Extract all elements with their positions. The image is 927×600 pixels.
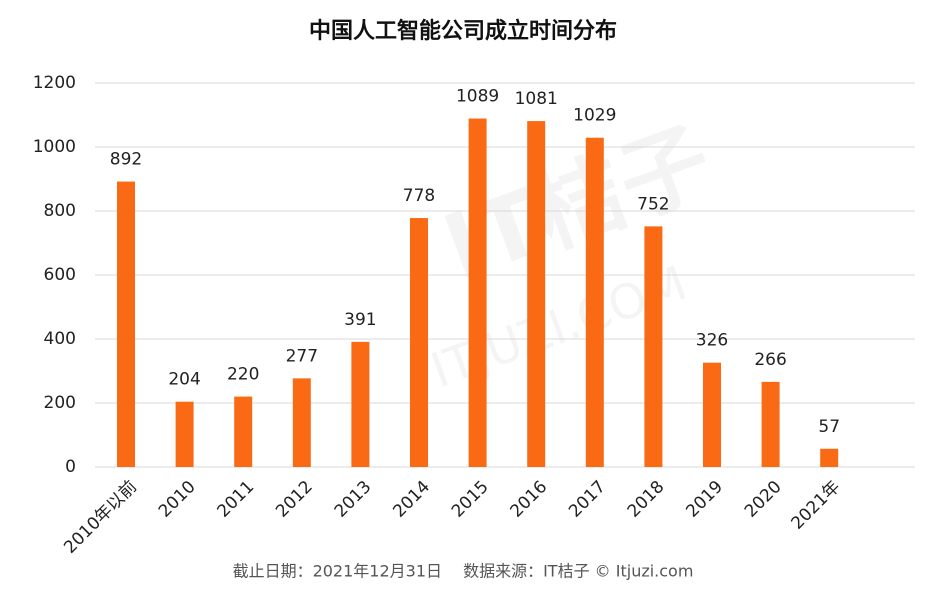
chart-title: 中国人工智能公司成立时间分布: [309, 18, 617, 44]
value-label: 1081: [515, 89, 558, 109]
x-tick-label: 2013: [331, 477, 376, 522]
x-tick-label: 2020: [741, 477, 786, 522]
x-tick-label: 2014: [389, 477, 434, 522]
x-tick-label: 2021年: [788, 477, 845, 534]
bar: [410, 218, 428, 467]
bar: [820, 448, 839, 467]
y-tick-label: 1000: [33, 137, 76, 157]
y-tick-label: 1200: [33, 73, 76, 93]
bar: [117, 181, 135, 467]
y-tick-label: 600: [44, 265, 76, 285]
y-tick-label: 800: [44, 201, 76, 221]
bar: [351, 341, 370, 467]
x-tick-label: 2015: [448, 477, 493, 522]
footnote: 截止日期：2021年12月31日 数据来源：IT桔子 © Itjuzi.com: [233, 562, 694, 581]
x-tick-label: 2016: [507, 477, 552, 522]
bar: [292, 378, 311, 467]
y-tick-label: 0: [65, 457, 76, 477]
value-label: 277: [286, 346, 318, 366]
value-label: 204: [168, 370, 200, 390]
value-label: 220: [227, 365, 259, 385]
x-tick-label: 2011: [214, 477, 259, 522]
y-tick-label: 200: [44, 393, 76, 413]
value-label: 1089: [456, 87, 499, 107]
y-tick-label: 400: [44, 329, 76, 349]
bar: [644, 226, 663, 467]
x-tick-label: 2018: [624, 477, 669, 522]
bar: [175, 401, 194, 467]
x-tick-label: 2012: [272, 477, 317, 522]
bar: [527, 121, 546, 467]
value-label: 752: [637, 194, 669, 214]
value-label: 892: [110, 150, 142, 170]
value-label: 57: [818, 417, 840, 437]
x-tick-label: 2019: [682, 477, 727, 522]
bar: [761, 381, 780, 467]
value-label: 1029: [573, 106, 616, 126]
bar: [703, 362, 721, 467]
x-tick-label: 2017: [565, 477, 610, 522]
value-label: 326: [696, 331, 728, 351]
bar: [234, 396, 253, 467]
bar: [468, 118, 487, 468]
x-tick-label: 2010年以前: [60, 477, 141, 558]
bar: [585, 137, 604, 467]
value-label: 391: [344, 310, 376, 330]
x-tick-label: 2010: [155, 477, 200, 522]
value-label: 266: [754, 350, 786, 370]
value-label: 778: [403, 186, 435, 206]
